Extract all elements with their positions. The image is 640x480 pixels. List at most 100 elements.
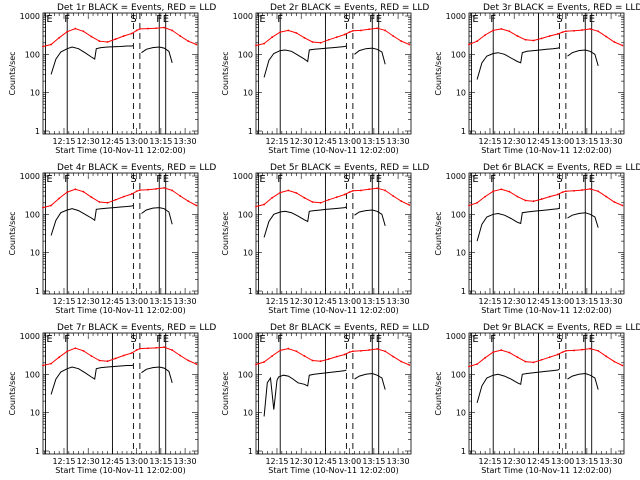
x-axis-label: Start Time (10-Nov-11 12:02:00): [55, 306, 185, 315]
series-lld-point: [408, 364, 411, 366]
series-lld-point: [147, 188, 149, 191]
x-tick-label: 12:45: [314, 457, 337, 466]
series-lld-point: [561, 191, 564, 194]
marker-label: S: [130, 174, 136, 185]
series-lld-point: [516, 35, 519, 37]
series-events-line: [354, 47, 386, 65]
x-tick-label: 13:00: [551, 137, 574, 146]
series-lld-point: [114, 357, 117, 360]
series-lld-point: [187, 200, 190, 203]
panel-title: Det 1r BLACK = Events, RED = LLD: [57, 3, 216, 13]
series-lld-point: [138, 189, 141, 191]
series-lld-line: [468, 188, 623, 206]
x-tick-label: 12:45: [314, 137, 337, 146]
panel-title: Det 9r BLACK = Events, RED = LLD: [483, 323, 640, 333]
x-tick-label: 12:45: [527, 297, 550, 306]
series-lld-line: [255, 27, 410, 46]
series-lld-point: [561, 351, 564, 354]
marker-label: E: [163, 14, 169, 25]
y-tick-label: 100: [451, 50, 466, 59]
series-lld-point: [122, 35, 125, 37]
chart-panel-9: Det 9r BLACK = Events, RED = LLD 1 10 100 10…: [434, 323, 640, 475]
marker-label: E: [259, 174, 265, 185]
chart-panel-1: Det 1r BLACK = Events, RED = LLD 1 10 100 10…: [8, 3, 216, 155]
x-tick-label: 12:15: [265, 457, 288, 466]
series-lld-point: [135, 190, 138, 193]
series-lld-point: [311, 41, 314, 43]
series-events-line: [263, 45, 347, 78]
x-axis-label: Start Time (10-Nov-11 12:02:00): [481, 466, 611, 475]
y-tick-label: 100: [238, 50, 253, 59]
marker-label: E: [589, 334, 595, 345]
series-lld-point: [597, 30, 600, 33]
x-axis-label: Start Time (10-Nov-11 12:02:00): [55, 466, 185, 475]
series-lld-line: [42, 187, 197, 209]
series-lld-point: [82, 190, 85, 193]
series-lld-point: [351, 350, 354, 353]
series-events-line: [141, 366, 173, 383]
x-axis-label: Start Time (10-Nov-11 12:02:00): [481, 306, 611, 315]
y-tick-label: 100: [451, 210, 466, 219]
y-tick-label: 1: [461, 127, 466, 136]
x-tick-label: 13:00: [338, 137, 361, 146]
series-lld-point: [279, 349, 282, 352]
series-lld-point: [540, 358, 543, 361]
series-lld-point: [408, 43, 411, 46]
series-lld-line: [42, 26, 197, 47]
y-tick-label: 10: [30, 89, 40, 98]
series-lld-point: [561, 31, 564, 34]
series-lld-point: [384, 350, 387, 353]
series-lld-point: [343, 353, 346, 356]
series-events-line: [141, 207, 173, 225]
y-tick-label: 1000: [446, 172, 466, 181]
series-lld-point: [130, 193, 133, 195]
marker-label: F: [156, 334, 162, 345]
series-lld-point: [392, 355, 395, 358]
series-lld-point: [42, 45, 44, 48]
series-lld-point: [295, 350, 298, 353]
y-tick-label: 10: [243, 409, 253, 418]
series-lld-point: [195, 43, 198, 46]
series-lld-point: [327, 198, 330, 201]
series-lld-point: [605, 35, 608, 38]
marker-label: S: [343, 174, 349, 185]
series-lld-point: [147, 347, 149, 350]
series-events-line: [263, 206, 347, 238]
series-lld-point: [400, 40, 403, 43]
series-events-line: [141, 46, 173, 63]
x-tick-label: 12:30: [290, 457, 313, 466]
series-lld-point: [368, 188, 370, 191]
x-tick-label: 12:15: [52, 297, 75, 306]
x-tick-label: 12:15: [478, 137, 501, 146]
y-tick-label: 100: [25, 50, 40, 59]
y-tick-label: 1: [35, 287, 40, 296]
series-lld-point: [66, 30, 69, 33]
x-tick-label: 12:30: [503, 297, 526, 306]
y-tick-label: 1: [461, 447, 466, 456]
series-lld-point: [58, 197, 61, 200]
marker-label: F: [156, 14, 162, 25]
series-lld-point: [135, 29, 138, 32]
y-tick-label: 1000: [446, 332, 466, 341]
series-lld-point: [621, 44, 624, 47]
chart-panel-4: Det 4r BLACK = Events, RED = LLD 1 10 100 10…: [8, 163, 216, 315]
series-lld-point: [613, 41, 616, 43]
y-tick-label: 1: [35, 127, 40, 136]
series-lld-point: [524, 199, 527, 202]
series-lld-line: [468, 28, 623, 46]
series-lld-point: [368, 28, 370, 31]
x-tick-label: 13:15: [362, 457, 385, 466]
series-lld-point: [319, 201, 322, 204]
series-lld-line: [255, 348, 410, 366]
plot-frame: [42, 332, 199, 455]
series-lld-point: [279, 191, 282, 194]
x-tick-label: 13:00: [125, 457, 148, 466]
series-events-line: [567, 212, 599, 228]
panel-title: Det 4r BLACK = Events, RED = LLD: [57, 163, 216, 173]
y-tick-label: 100: [25, 370, 40, 379]
x-axis-label: Start Time (10-Nov-11 12:02:00): [55, 146, 185, 155]
series-lld-point: [581, 29, 583, 31]
series-lld-point: [613, 360, 616, 363]
series-lld-point: [516, 356, 519, 359]
series-events-line: [476, 368, 560, 404]
